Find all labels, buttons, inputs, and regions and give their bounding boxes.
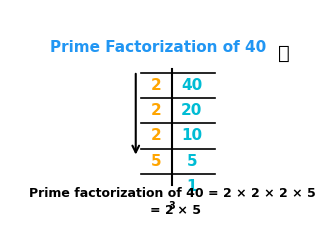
Text: 2: 2 xyxy=(151,78,162,93)
Text: = 2: = 2 xyxy=(150,204,173,217)
Text: 2: 2 xyxy=(151,129,162,143)
Text: × 5: × 5 xyxy=(173,204,201,217)
Text: 10: 10 xyxy=(181,129,202,143)
Text: Prime Factorization of 40: Prime Factorization of 40 xyxy=(50,40,266,55)
Text: 5: 5 xyxy=(186,154,197,169)
Text: 2: 2 xyxy=(151,103,162,118)
Text: Prime factorization of 40 = 2 × 2 × 2 × 5: Prime factorization of 40 = 2 × 2 × 2 × … xyxy=(29,187,316,200)
Text: 🚀: 🚀 xyxy=(278,44,290,63)
Text: 40: 40 xyxy=(181,78,202,93)
Text: 1: 1 xyxy=(186,179,197,194)
Text: 5: 5 xyxy=(151,154,162,169)
Text: 20: 20 xyxy=(181,103,202,118)
Text: 3: 3 xyxy=(168,201,175,211)
